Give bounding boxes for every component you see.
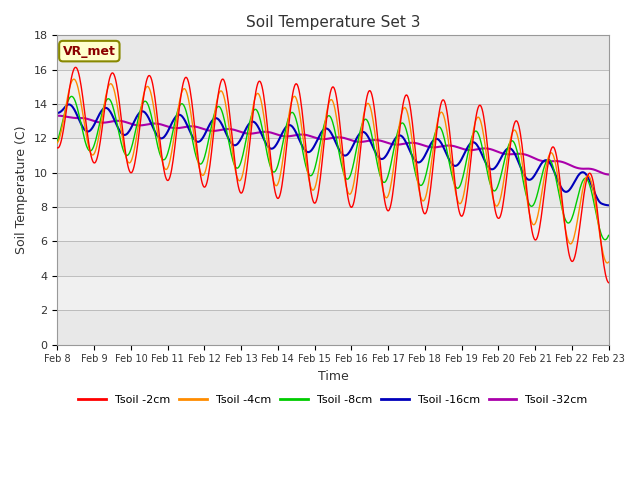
Legend: Tsoil -2cm, Tsoil -4cm, Tsoil -8cm, Tsoil -16cm, Tsoil -32cm: Tsoil -2cm, Tsoil -4cm, Tsoil -8cm, Tsoi… [74, 390, 592, 409]
Bar [58, 173, 609, 207]
Bar [58, 276, 609, 310]
Bar [58, 138, 609, 173]
Bar [58, 104, 609, 138]
Bar [58, 310, 609, 345]
Bar [58, 36, 609, 70]
Bar [58, 70, 609, 104]
X-axis label: Time: Time [317, 370, 348, 383]
Bar [58, 241, 609, 276]
Bar [58, 207, 609, 241]
Title: Soil Temperature Set 3: Soil Temperature Set 3 [246, 15, 420, 30]
Text: VR_met: VR_met [63, 45, 116, 58]
Y-axis label: Soil Temperature (C): Soil Temperature (C) [15, 126, 28, 254]
